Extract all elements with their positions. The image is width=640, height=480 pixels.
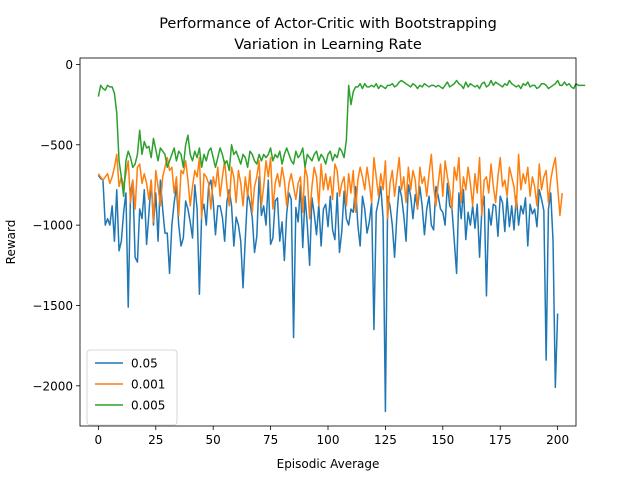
series-line-1 [97,153,563,223]
legend: 0.05 0.001 0.005 [86,349,178,426]
y-tick-label: −1500 [32,299,73,313]
y-axis-label: Reward [4,220,18,265]
y-tick-label: −1000 [32,219,73,233]
y-axis: 0 −500 −1000 −1500 −2000 [32,58,80,393]
legend-label-1: 0.001 [131,378,165,392]
chart-title-line1: Performance of Actor-Critic with Bootstr… [159,16,497,32]
y-tick-label: −500 [40,138,73,152]
x-tick-label: 125 [374,433,397,447]
chart-title-line2: Variation in Learning Rate [234,37,422,53]
x-tick-label: 150 [431,433,454,447]
legend-frame [86,349,178,426]
x-tick-label: 0 [95,433,103,447]
plot-lines [97,79,586,413]
x-tick-label: 75 [263,433,278,447]
x-tick-label: 175 [489,433,512,447]
series-line-2 [97,79,586,197]
y-tick-label: 0 [65,58,73,72]
legend-label-2: 0.005 [131,399,165,413]
series-line-0 [97,174,559,413]
y-tick-label: −2000 [32,379,73,393]
x-tick-label: 50 [206,433,221,447]
x-tick-label: 200 [546,433,569,447]
legend-label-0: 0.05 [131,357,158,371]
x-axis: 0 25 50 75 100 125 150 175 200 [95,426,569,447]
x-axis-label: Episodic Average [277,457,380,471]
x-tick-label: 25 [148,433,163,447]
x-tick-label: 100 [317,433,340,447]
